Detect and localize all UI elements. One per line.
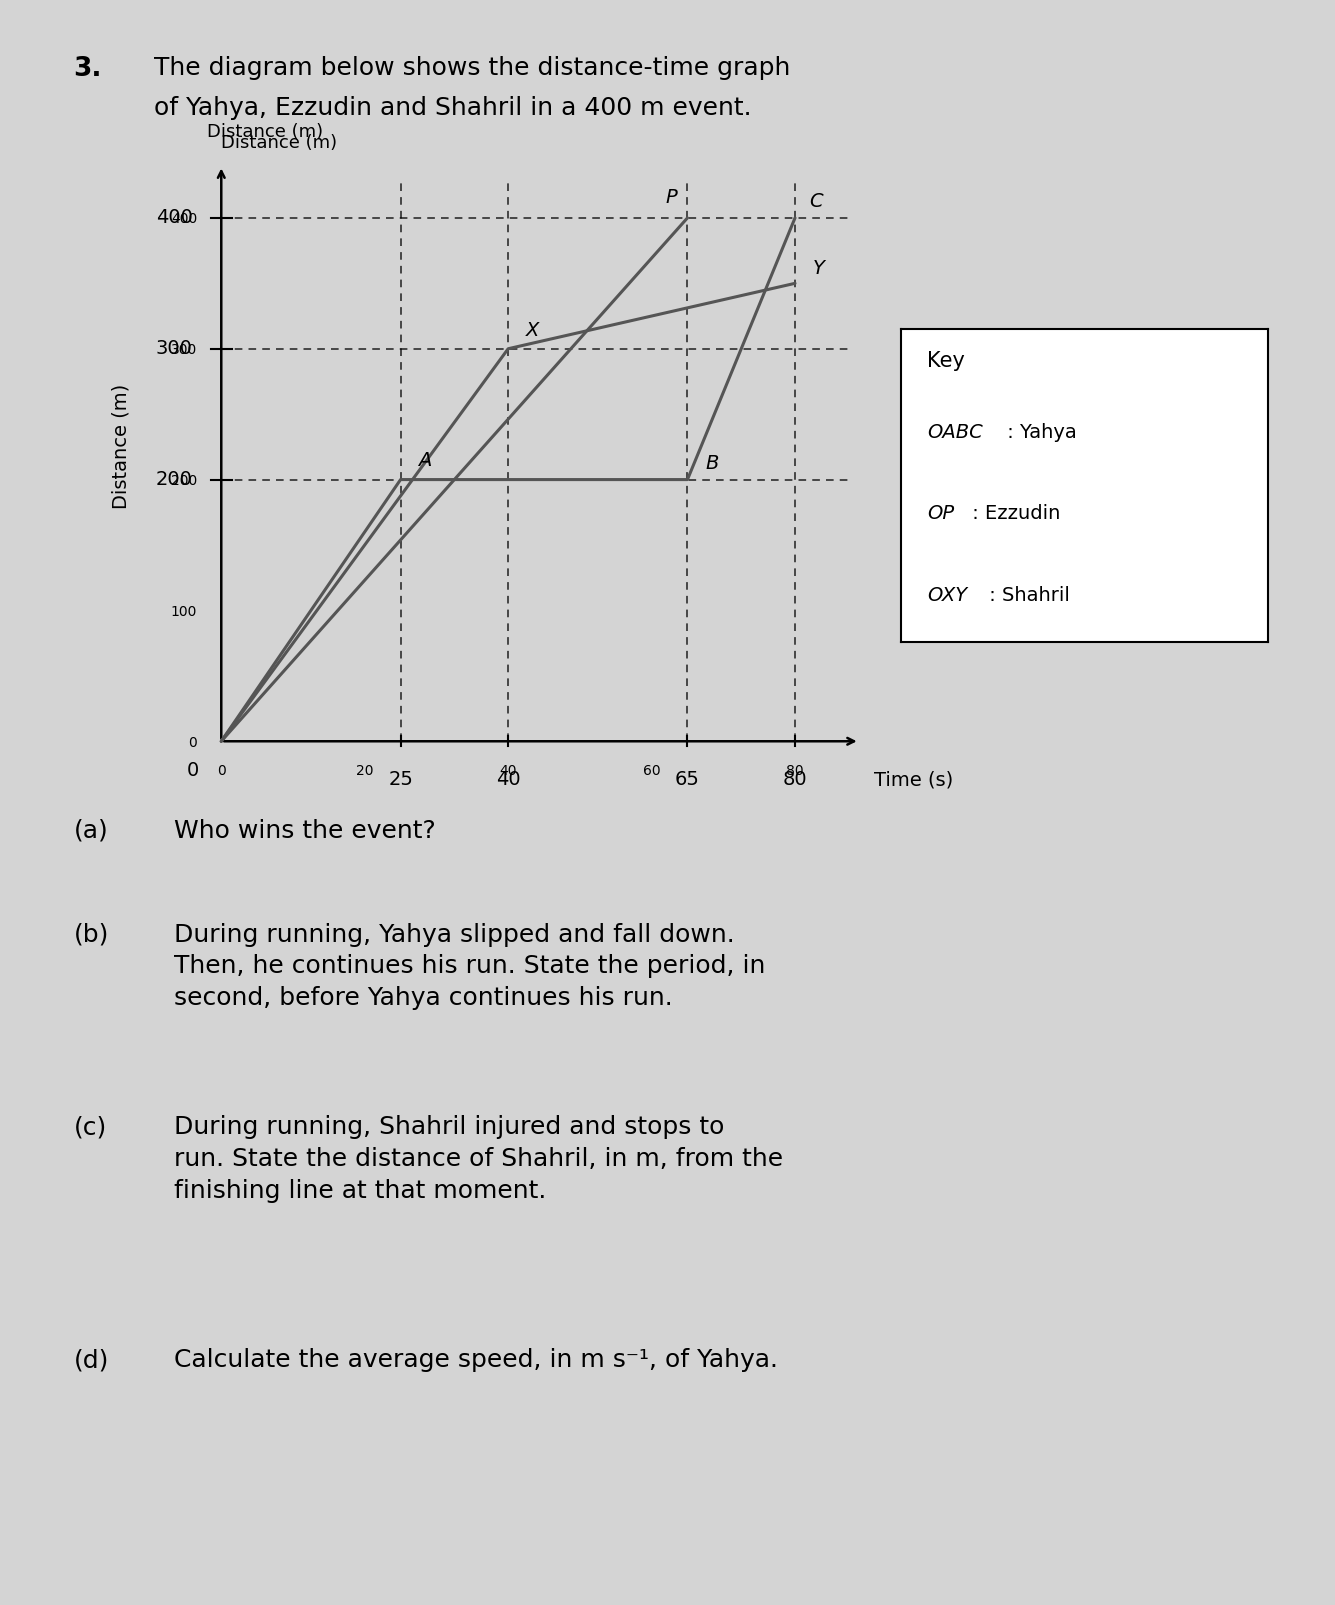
Text: Y: Y bbox=[813, 258, 825, 278]
Text: X: X bbox=[526, 321, 539, 340]
Text: Distance (m): Distance (m) bbox=[207, 124, 323, 141]
Text: (c): (c) bbox=[73, 1115, 107, 1140]
Text: Distance (m): Distance (m) bbox=[111, 384, 131, 509]
Text: The diagram below shows the distance-time graph: The diagram below shows the distance-tim… bbox=[154, 56, 790, 80]
Text: 25: 25 bbox=[388, 770, 413, 790]
Text: Distance (m): Distance (m) bbox=[222, 135, 338, 152]
Text: Key: Key bbox=[926, 351, 965, 371]
Text: OABC: OABC bbox=[926, 422, 983, 441]
Text: OXY: OXY bbox=[926, 586, 967, 605]
Text: During running, Yahya slipped and fall down.
Then, he continues his run. State t: During running, Yahya slipped and fall d… bbox=[174, 923, 765, 1010]
Text: of Yahya, Ezzudin and Shahril in a 400 m event.: of Yahya, Ezzudin and Shahril in a 400 m… bbox=[154, 96, 752, 120]
Text: P: P bbox=[666, 188, 678, 207]
Text: : Shahril: : Shahril bbox=[984, 586, 1071, 605]
Text: (b): (b) bbox=[73, 923, 108, 947]
Text: OP: OP bbox=[926, 504, 955, 523]
Text: 40: 40 bbox=[495, 770, 521, 790]
Text: 200: 200 bbox=[156, 470, 192, 490]
Text: (a): (a) bbox=[73, 819, 108, 843]
Text: (d): (d) bbox=[73, 1348, 108, 1372]
Text: Who wins the event?: Who wins the event? bbox=[174, 819, 435, 843]
Text: 400: 400 bbox=[156, 209, 192, 228]
Text: 80: 80 bbox=[782, 770, 808, 790]
Text: 0: 0 bbox=[187, 761, 199, 780]
Text: A: A bbox=[418, 451, 433, 470]
Text: Calculate the average speed, in m s⁻¹, of Yahya.: Calculate the average speed, in m s⁻¹, o… bbox=[174, 1348, 777, 1372]
Text: : Yahya: : Yahya bbox=[1001, 422, 1077, 441]
Text: During running, Shahril injured and stops to
run. State the distance of Shahril,: During running, Shahril injured and stop… bbox=[174, 1115, 782, 1202]
Text: 65: 65 bbox=[676, 770, 700, 790]
Text: 3.: 3. bbox=[73, 56, 101, 82]
Text: 300: 300 bbox=[156, 339, 192, 358]
Text: C: C bbox=[809, 193, 822, 212]
Text: Time (s): Time (s) bbox=[874, 770, 953, 790]
Text: : Ezzudin: : Ezzudin bbox=[965, 504, 1060, 523]
Text: B: B bbox=[705, 454, 718, 473]
